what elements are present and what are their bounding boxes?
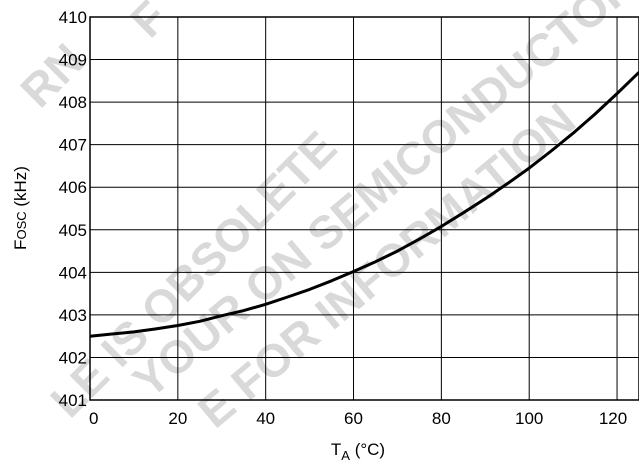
y-tick-label: 406 [59, 178, 87, 197]
x-tick-label: 120 [599, 409, 627, 428]
x-tick-label: 20 [168, 409, 187, 428]
y-tick-label: 403 [59, 306, 87, 325]
plot-frame [89, 16, 639, 401]
x-tick-label: 0 [89, 409, 98, 428]
y-tick-label: 402 [59, 348, 87, 367]
y-tick-label: 404 [59, 263, 87, 282]
y-axis-label: FOSC (kHz) [11, 166, 30, 250]
x-tick-label: 60 [344, 409, 363, 428]
y-tick-label: 407 [59, 136, 87, 155]
y-tick-label: 409 [59, 51, 87, 70]
watermark-text-2: YOUR ON SEMICONDUCTOR [123, 0, 639, 408]
y-axis-label-sub: OSC [14, 211, 29, 239]
x-axis-label-main: T [331, 440, 341, 459]
watermark: LE IS OBSOLETE YOUR ON SEMICONDUCTOR E F… [10, 0, 639, 438]
x-tick-labels: 0 20 40 60 80 100 120 [89, 409, 627, 428]
y-tick-label: 410 [59, 8, 87, 27]
y-tick-label: 401 [59, 391, 87, 410]
x-tick-label: 80 [432, 409, 451, 428]
watermark-text-4: F [120, 0, 177, 47]
x-tick-label: 100 [515, 409, 543, 428]
series-layer [89, 71, 639, 338]
x-axis-label-sub: A [341, 448, 350, 463]
x-tick-label: 40 [256, 409, 275, 428]
x-axis-label: TA (°C) [331, 440, 385, 463]
plot-border [89, 16, 639, 401]
series-line [89, 71, 639, 338]
grid [90, 17, 639, 400]
y-tick-labels: 401 402 403 404 405 406 407 408 409 410 [59, 8, 87, 410]
y-tick-label: 405 [59, 221, 87, 240]
y-axis-label-main: F [11, 240, 30, 250]
x-axis-label-unit: (°C) [350, 440, 385, 459]
y-axis-label-unit: (kHz) [11, 166, 30, 211]
y-tick-label: 408 [59, 93, 87, 112]
